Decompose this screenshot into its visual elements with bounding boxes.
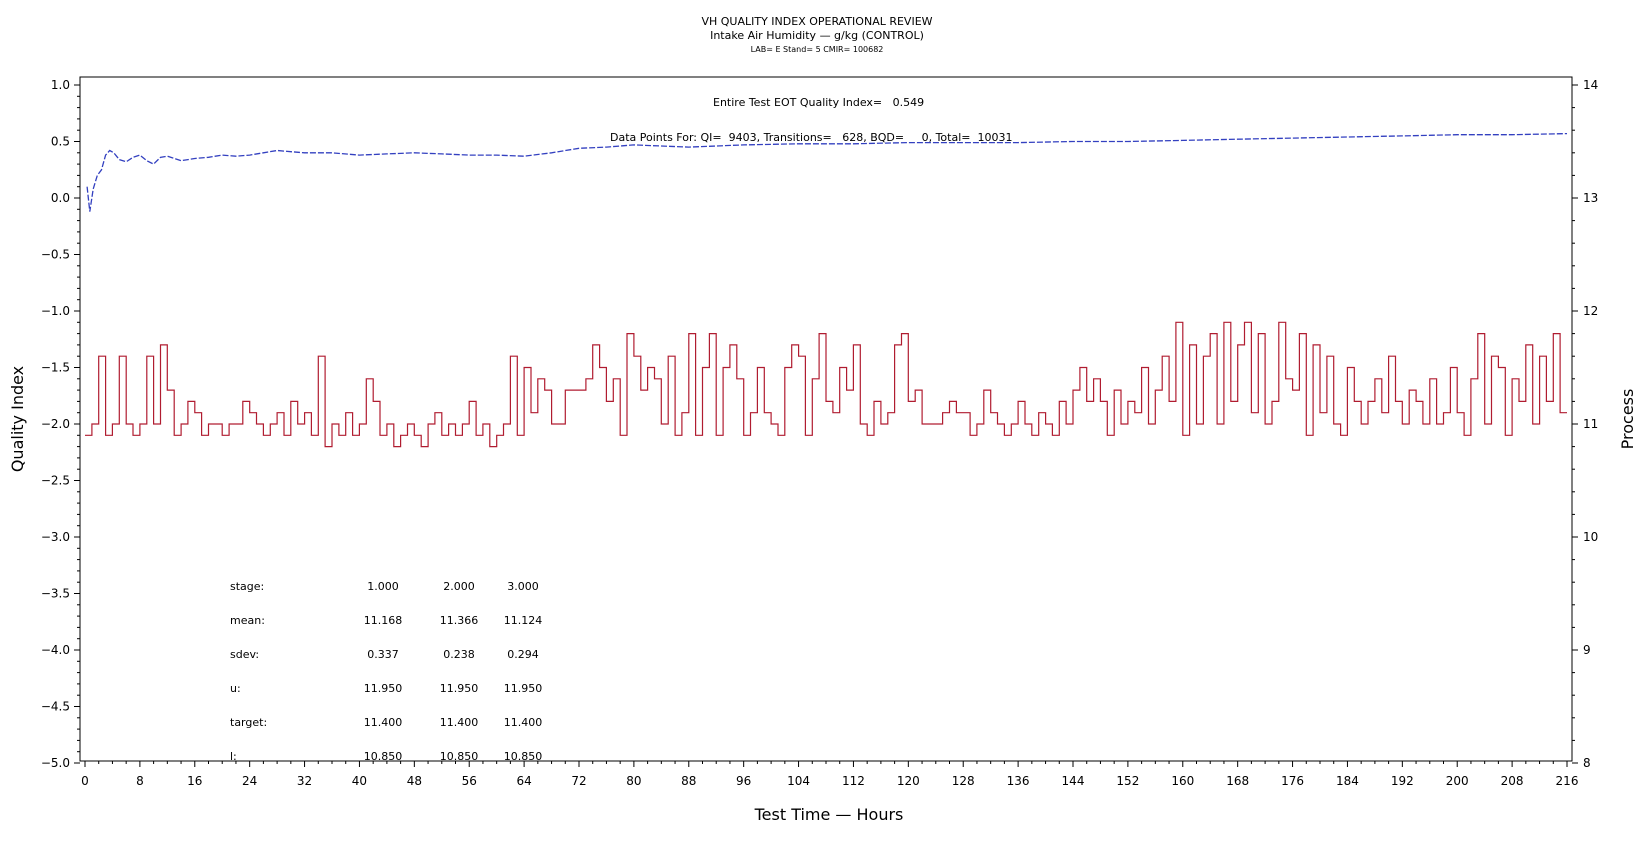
stats-cell: 10.850 [440,750,479,763]
x-tick-label: 144 [1062,774,1085,788]
x-tick-label: 48 [407,774,422,788]
y2-tick-label: 8 [1583,756,1591,770]
y-tick-label: −5.0 [41,756,70,770]
y-tick-label: −0.5 [41,248,70,262]
x-tick-label: 80 [626,774,641,788]
plot-frame [79,76,1573,762]
x-tick-label: 56 [462,774,477,788]
stats-row-label: target: [230,716,267,729]
x-tick-label: 64 [516,774,531,788]
y-tick-label: −4.0 [41,643,70,657]
y2-axis-label: Process [1618,389,1637,450]
y-tick-label: −1.5 [41,361,70,375]
x-tick-label: 192 [1391,774,1414,788]
y-tick-label: −2.5 [41,474,70,488]
x-tick-label: 32 [297,774,312,788]
x-tick-label: 112 [842,774,865,788]
x-tick-label: 8 [136,774,144,788]
y-tick-label: −4.5 [41,700,70,714]
y-axis-label: Quality Index [8,366,27,472]
stats-cell: 1.000 [367,580,399,593]
stats-cell: 2.000 [443,580,475,593]
x-tick-label: 16 [187,774,202,788]
chart-title: VH QUALITY INDEX OPERATIONAL REVIEW [701,15,932,28]
chart-subtitle: Intake Air Humidity — g/kg (CONTROL) [710,29,924,42]
stats-cell: 0.337 [367,648,399,661]
stats-row-label: l: [230,750,237,763]
x-tick-label: 96 [736,774,751,788]
axis-ticks: 0 8 16 24 32 40 48 56 64 72 80 88 96 104 112 120 128 136 1… [41,78,1598,788]
x-tick-label: 200 [1446,774,1469,788]
stats-row-label: mean: [230,614,265,627]
quality-index-series-line [86,132,1568,212]
stats-cell: 11.366 [440,614,479,627]
y2-tick-label: 9 [1583,643,1591,657]
x-tick-label: 208 [1501,774,1524,788]
series-layer [85,132,1568,448]
x-tick-label: 184 [1336,774,1359,788]
x-tick-label: 88 [681,774,696,788]
x-tick-label: 72 [571,774,586,788]
stats-cell: 10.850 [504,750,543,763]
chart-info-line: LAB= E Stand= 5 CMIR= 100682 [751,45,884,54]
stats-cell: 11.400 [364,716,403,729]
stats-cell: 11.124 [504,614,543,627]
x-tick-label: 160 [1171,774,1194,788]
stats-table: stage: 1.000 2.000 3.000 mean: 11.168 11.366 11… [230,580,542,763]
stats-cell: 3.000 [507,580,539,593]
stats-cell: 11.168 [364,614,403,627]
x-tick-label: 128 [952,774,975,788]
eot-quality-annotation: Entire Test EOT Quality Index= 0.549 [713,96,924,109]
stats-cell: 0.294 [507,648,539,661]
stats-row-label: sdev: [230,648,259,661]
y-tick-label: −3.0 [41,530,70,544]
stats-cell: 0.238 [443,648,475,661]
x-tick-label: 176 [1281,774,1304,788]
x-axis-label: Test Time — Hours [754,805,904,824]
x-tick-label: 168 [1226,774,1249,788]
y-tick-label: 0.5 [51,135,70,149]
stats-cell: 11.400 [440,716,479,729]
y-tick-label: 1.0 [51,78,70,92]
stats-row-label: stage: [230,580,264,593]
stats-cell: 11.950 [440,682,479,695]
data-points-annotation: Data Points For: QI= 9403, Transitions= … [610,131,1012,144]
y2-tick-label: 11 [1583,417,1598,431]
y-tick-label: −1.0 [41,304,70,318]
y-tick-label: −2.0 [41,417,70,431]
stats-cell: 11.400 [504,716,543,729]
y-tick-label: 0.0 [51,191,70,205]
process-series-line [85,321,1567,448]
y2-tick-label: 13 [1583,191,1598,205]
x-tick-label: 120 [897,774,920,788]
x-tick-label: 0 [81,774,89,788]
y2-tick-label: 10 [1583,530,1598,544]
stats-cell: 11.950 [364,682,403,695]
y-tick-label: −3.5 [41,587,70,601]
stats-row-label: u: [230,682,241,695]
stats-cell: 10.850 [364,750,403,763]
x-tick-label: 40 [352,774,367,788]
x-tick-label: 24 [242,774,257,788]
x-tick-label: 104 [787,774,810,788]
y2-tick-label: 12 [1583,304,1598,318]
stats-cell: 11.950 [504,682,543,695]
x-tick-label: 216 [1556,774,1579,788]
x-tick-label: 152 [1116,774,1139,788]
x-tick-label: 136 [1007,774,1030,788]
y2-tick-label: 14 [1583,78,1598,92]
